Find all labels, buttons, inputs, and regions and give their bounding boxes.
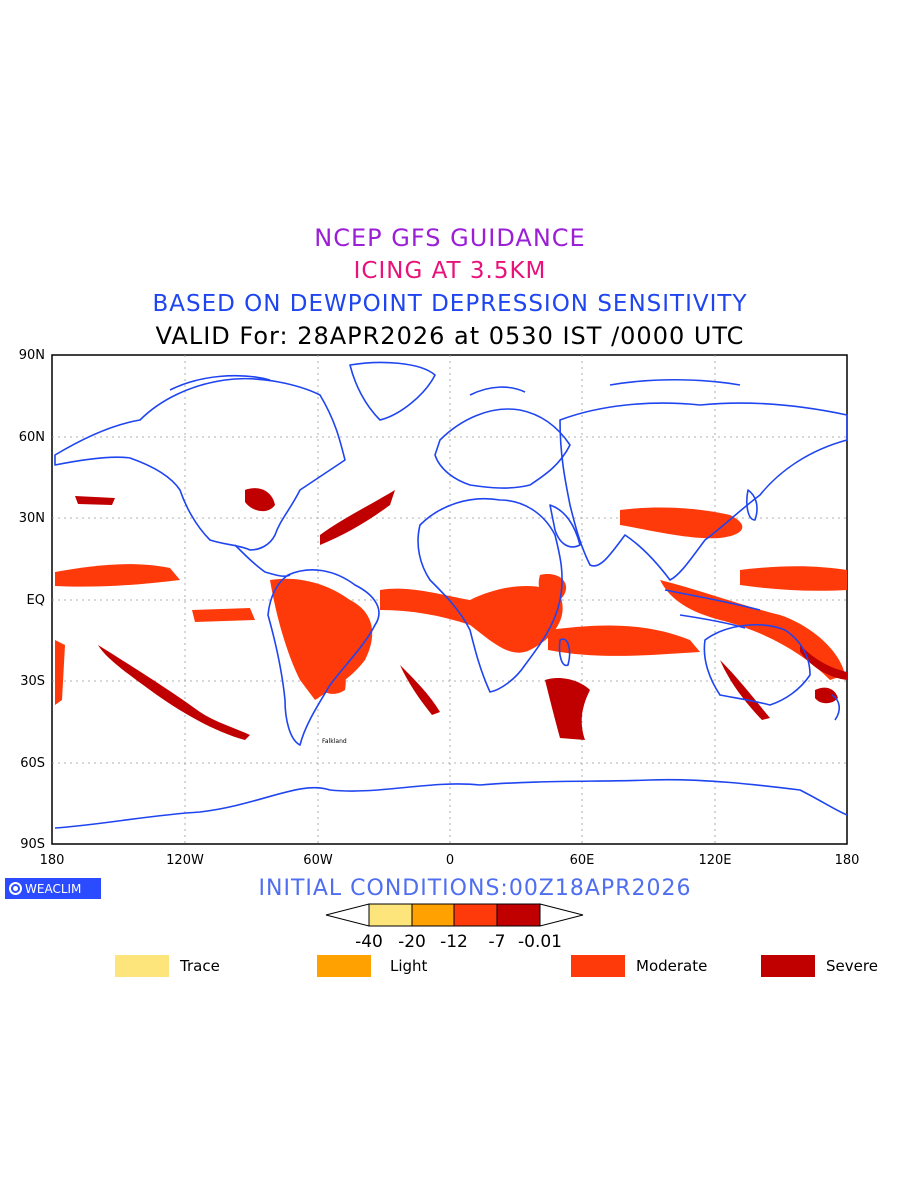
- lon-label: 0: [446, 853, 454, 868]
- icing-area: [98, 645, 250, 740]
- lon-label: 120E: [698, 853, 731, 868]
- icing-area: [400, 665, 440, 715]
- title-line-3: BASED ON DEWPOINT DEPRESSION SENSITIVITY: [152, 291, 748, 317]
- lon-label: 60E: [570, 853, 595, 868]
- title-line-2: ICING AT 3.5KM: [353, 258, 547, 284]
- coastlines: [54, 361, 848, 829]
- icing-area: [548, 625, 700, 656]
- colorbar-right-arrow: [539, 903, 584, 927]
- coastline-arabia: [549, 504, 581, 548]
- coastline-new-zealand: [831, 694, 841, 721]
- valid-time-line: VALID For: 28APR2026 at 0530 IST /0000 U…: [155, 322, 745, 350]
- legend-swatch: [115, 955, 169, 977]
- coastline-japan: [746, 489, 758, 521]
- colorbar-swatch-moderate: [453, 903, 498, 927]
- icing-area: [305, 640, 346, 694]
- initial-conditions: INITIAL CONDITIONS:00Z18APR2026: [258, 876, 692, 901]
- lon-label: 60W: [303, 853, 333, 868]
- legend-swatch: [761, 955, 815, 977]
- coastline-antarctica: [54, 778, 848, 829]
- icing-area: [620, 507, 743, 539]
- colorbar-swatch-severe: [496, 903, 541, 927]
- icing-area: [55, 640, 65, 705]
- lat-label: 60S: [20, 756, 45, 771]
- lat-label: 90S: [20, 837, 45, 852]
- icing-area: [815, 687, 838, 704]
- colorbar-tick-label: -20: [398, 932, 426, 952]
- lat-label: 60N: [19, 430, 45, 445]
- latitude-labels: 90N 60N 30N EQ 30S 60S 90S: [19, 348, 45, 852]
- world-map: Falkland 90N 60N 30N EQ 30S 60S 90S 180 …: [19, 348, 860, 868]
- legend-label: Light: [390, 957, 428, 975]
- colorbar-tick-label: -7: [489, 932, 506, 952]
- place-label-falkland: Falkland: [322, 738, 347, 745]
- legend-label: Trace: [180, 957, 220, 975]
- colorbar-swatch-trace: [368, 903, 413, 927]
- colorbar-tick-label: -0.01: [518, 932, 562, 952]
- title-line-1: NCEP GFS GUIDANCE: [314, 224, 586, 252]
- legend-label: Moderate: [636, 957, 708, 975]
- lat-label: EQ: [27, 593, 45, 608]
- colorbar: -40 -20 -12 -7 -0.01: [325, 903, 584, 952]
- coastline-central-america: [234, 544, 291, 578]
- lat-label: 30N: [19, 511, 45, 526]
- coastline-greenland: [349, 361, 436, 421]
- icing-shading: [55, 488, 847, 740]
- coastline-madagascar: [558, 638, 571, 667]
- lon-label: 120W: [166, 853, 204, 868]
- weaclim-logo-icon: [9, 882, 22, 895]
- icing-area: [660, 580, 845, 680]
- colorbar-swatch-light: [411, 903, 455, 927]
- colorbar-tick-label: -12: [440, 932, 468, 952]
- coastline-north-america: [54, 377, 346, 551]
- icing-area: [75, 496, 115, 505]
- lon-label: 180: [835, 853, 860, 868]
- coastline-arctic-islands: [169, 374, 741, 396]
- icing-area: [320, 490, 395, 545]
- icing-area: [545, 678, 590, 740]
- icing-area: [270, 578, 373, 700]
- icing-area: [380, 585, 563, 653]
- coastline-asia: [559, 402, 848, 581]
- weaclim-logo-text: WEACLIM: [25, 881, 82, 896]
- lat-label: 30S: [20, 674, 45, 689]
- icing-area: [192, 608, 255, 622]
- weaclim-logo: WEACLIM: [5, 878, 101, 899]
- icing-area: [740, 566, 847, 591]
- legend-label: Severe: [826, 957, 878, 975]
- colorbar-tick-label: -40: [355, 932, 383, 952]
- coastline-europe: [434, 408, 571, 489]
- coastline-africa: [417, 497, 563, 693]
- longitude-labels: 180 120W 60W 0 60E 120E 180: [40, 853, 860, 868]
- colorbar-left-arrow: [325, 903, 370, 927]
- legend-swatch: [571, 955, 625, 977]
- icing-area: [720, 660, 770, 720]
- icing-area: [55, 564, 180, 587]
- icing-area: [538, 574, 567, 603]
- icing-area: [800, 645, 847, 680]
- colorbar-ticks: -40 -20 -12 -7 -0.01: [355, 932, 562, 952]
- coastline-australia: [703, 624, 811, 706]
- lon-label: 180: [40, 853, 65, 868]
- lat-label: 90N: [19, 348, 45, 363]
- icing-area: [245, 488, 275, 512]
- coastline-south-america: [267, 569, 380, 746]
- legend-swatch: [317, 955, 371, 977]
